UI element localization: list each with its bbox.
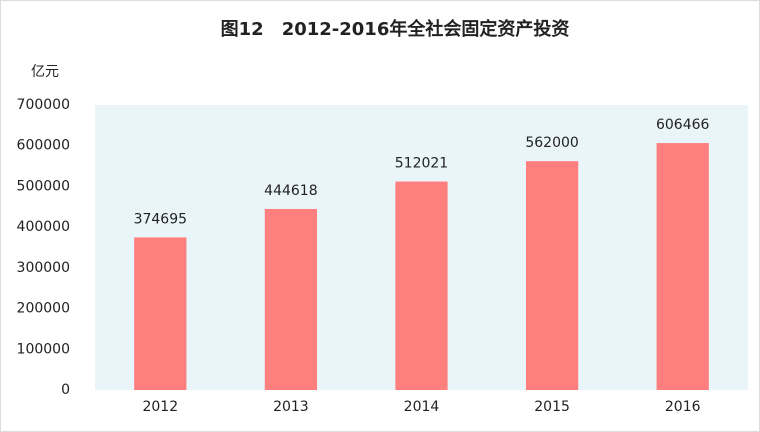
data-label: 562000: [525, 135, 578, 151]
data-label: 374695: [134, 211, 187, 227]
data-label: 444618: [264, 183, 317, 199]
y-tick-label: 500000: [17, 178, 70, 194]
y-tick-label: 700000: [17, 97, 70, 113]
bar: [264, 208, 318, 390]
y-axis-label: 亿元: [31, 64, 59, 80]
data-label: 606466: [656, 117, 710, 133]
x-tick-label: 2015: [534, 399, 570, 415]
y-tick-label: 0: [61, 382, 70, 398]
y-tick-label: 200000: [17, 301, 70, 317]
y-tick-label: 400000: [17, 219, 70, 235]
y-tick-label: 100000: [17, 341, 70, 357]
y-tick-label: 600000: [17, 138, 70, 154]
y-tick-label: 300000: [17, 260, 70, 276]
x-tick-label: 2012: [142, 399, 178, 415]
bar: [656, 143, 709, 390]
x-tick-label: 2016: [665, 399, 701, 415]
bar: [395, 181, 448, 390]
x-tick-label: 2014: [404, 399, 440, 415]
bar: [134, 237, 187, 390]
bar: [525, 161, 579, 390]
chart-title: 图12 2012-2016年全社会固定资产投资: [221, 18, 570, 40]
x-tick-label: 2013: [273, 399, 309, 415]
data-label: 512021: [395, 156, 448, 172]
